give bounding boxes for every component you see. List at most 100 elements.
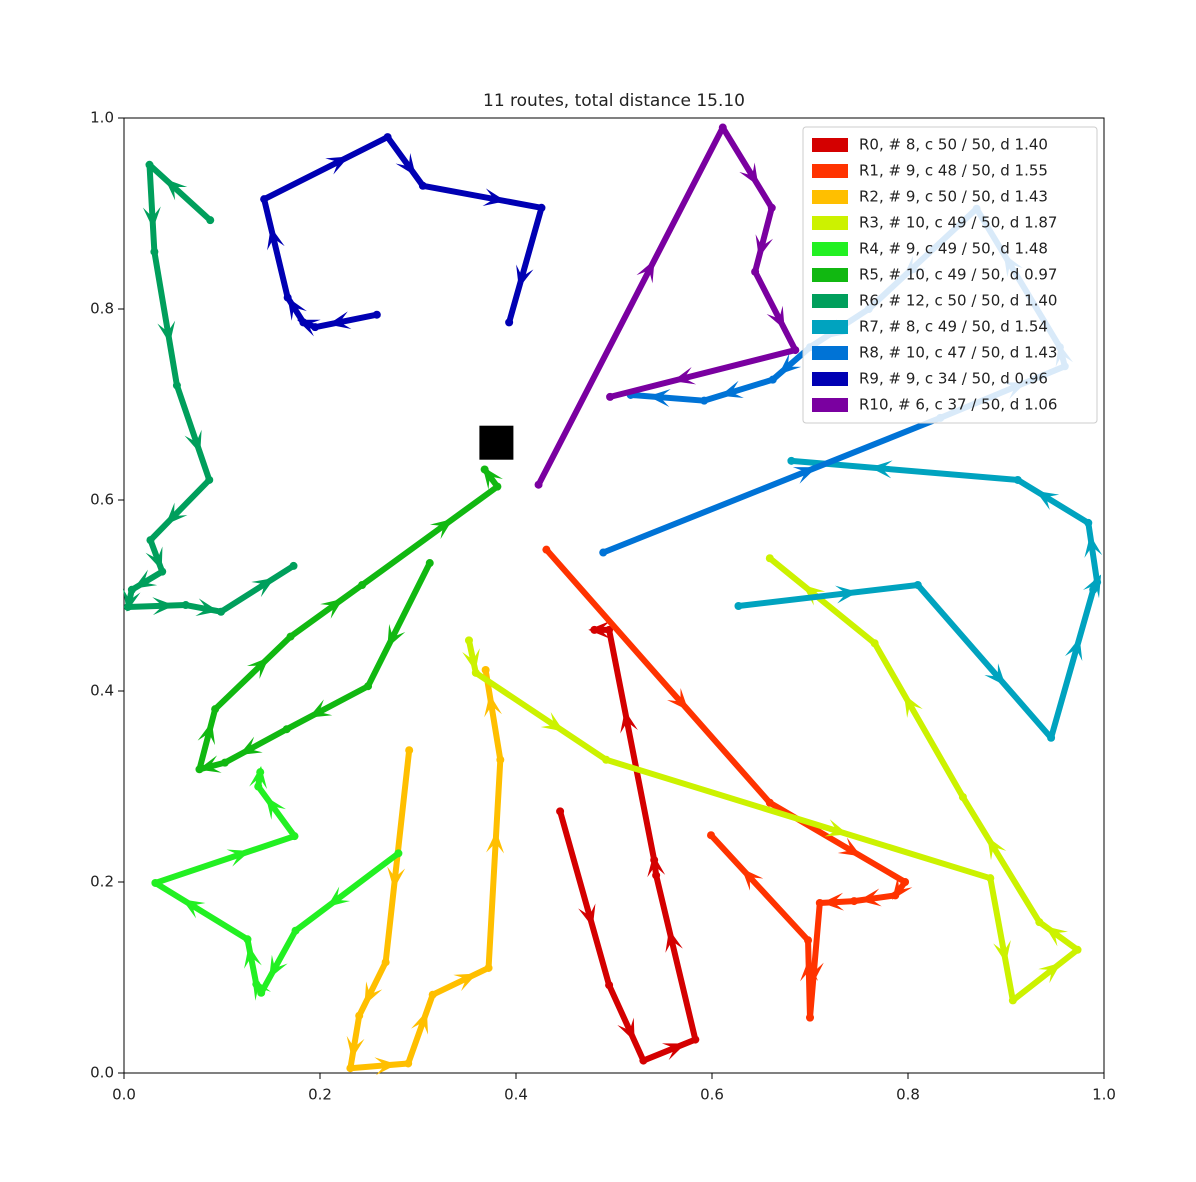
route-stop <box>901 878 910 886</box>
route-stop <box>257 988 266 997</box>
route-arrow <box>320 598 344 619</box>
route-stop <box>791 346 800 355</box>
route-arrow <box>1084 534 1103 558</box>
route-stop <box>405 746 414 755</box>
route-stop <box>806 1013 814 1022</box>
route-stop <box>542 545 551 554</box>
route-stop <box>181 601 190 610</box>
route-arrow <box>540 711 565 732</box>
route-stop <box>158 567 167 576</box>
x-tick-label: 0.0 <box>112 1086 136 1104</box>
route-arrow <box>617 1017 635 1042</box>
legend-label: R2, # 9, c 50 / 50, d 1.43 <box>859 188 1048 206</box>
route-stop <box>283 293 292 302</box>
route-stop <box>464 636 473 645</box>
route-arrow <box>1064 637 1083 662</box>
route-stop <box>767 203 776 212</box>
legend-swatch <box>812 398 848 412</box>
y-tick-label: 0.0 <box>90 1064 114 1082</box>
legend-swatch <box>812 164 848 178</box>
route-arrow <box>462 648 480 672</box>
route-arrow <box>152 597 175 616</box>
route-arrow <box>835 585 858 604</box>
route-arrow <box>802 584 826 606</box>
route-arrow <box>246 657 270 680</box>
route-arrow <box>1035 490 1060 511</box>
route-arrow <box>198 755 222 773</box>
route-arrow <box>1038 962 1062 984</box>
route-stop <box>471 668 480 677</box>
route-arrow <box>265 796 286 820</box>
route-stop <box>206 216 215 225</box>
route-stop <box>252 980 261 989</box>
legend-label: R0, # 8, c 50 / 50, d 1.40 <box>859 136 1048 154</box>
route-arrow <box>453 973 478 992</box>
route-arrow <box>308 699 333 718</box>
route-stop <box>599 548 608 557</box>
route-stop <box>425 559 434 568</box>
route-arrow <box>858 888 882 907</box>
route-arrow <box>672 366 697 385</box>
route-stop <box>707 831 716 840</box>
route-stop <box>639 1056 648 1065</box>
route-arrow <box>164 178 188 201</box>
legend-swatch <box>812 268 848 282</box>
route-stop <box>765 554 774 563</box>
route-arrow <box>346 1035 365 1060</box>
plot-frame <box>123 117 1105 1074</box>
x-tick-label: 0.8 <box>896 1086 920 1104</box>
route-arrow <box>620 710 638 734</box>
route-stop <box>493 482 502 491</box>
route-arrow <box>516 264 534 289</box>
legend-label: R3, # 10, c 49 / 50, d 1.87 <box>859 214 1057 232</box>
route-arrow <box>1044 926 1068 947</box>
legend-label: R4, # 9, c 49 / 50, d 1.48 <box>859 240 1048 258</box>
y-tick-label: 0.2 <box>90 873 114 891</box>
route-arrow <box>145 546 163 571</box>
route-stop <box>606 392 615 401</box>
route-arrow <box>720 380 744 398</box>
route-arrow <box>239 736 263 755</box>
route-arrow <box>267 226 285 251</box>
route-stop <box>381 958 390 967</box>
legend-swatch <box>812 138 848 152</box>
route-arrow <box>903 694 923 718</box>
route-stop <box>346 1064 355 1073</box>
chart-title: 11 routes, total distance 15.10 <box>483 91 745 111</box>
y-tick-label: 0.6 <box>90 491 114 509</box>
route-stop <box>1047 733 1056 742</box>
route-stop <box>290 832 299 841</box>
y-tick-label: 0.8 <box>90 300 114 318</box>
route-arrow <box>741 868 764 891</box>
y-tick-label: 0.4 <box>90 682 114 700</box>
route-stop <box>815 899 824 908</box>
legend-swatch <box>812 320 848 334</box>
route-stop <box>358 580 367 589</box>
x-tick-label: 0.6 <box>700 1086 724 1104</box>
route-stop <box>556 807 565 816</box>
route-arrow <box>287 297 307 321</box>
route-stop <box>850 897 859 906</box>
route-arrow <box>778 353 802 375</box>
route-stop <box>145 160 154 169</box>
route-arrow <box>588 620 611 639</box>
route-stop <box>150 247 159 256</box>
route-stop <box>1084 518 1093 527</box>
legend-label: R5, # 10, c 49 / 50, d 0.97 <box>859 266 1057 284</box>
route-arrow <box>739 162 759 186</box>
route-arrow <box>327 886 351 907</box>
route-line <box>557 626 699 1064</box>
route-stop <box>127 585 136 594</box>
route-stop <box>534 480 543 489</box>
route-stop <box>404 1059 413 1068</box>
route-stop <box>195 765 204 774</box>
route-stop <box>364 682 373 691</box>
legend-box <box>802 126 1098 424</box>
route-line <box>738 457 1101 741</box>
route-arrow <box>157 320 176 344</box>
route-stop <box>220 758 229 767</box>
route-arrow <box>636 259 655 284</box>
route-arrow <box>325 156 349 175</box>
route-stop <box>765 798 774 807</box>
x-tick-label: 0.4 <box>504 1086 528 1104</box>
